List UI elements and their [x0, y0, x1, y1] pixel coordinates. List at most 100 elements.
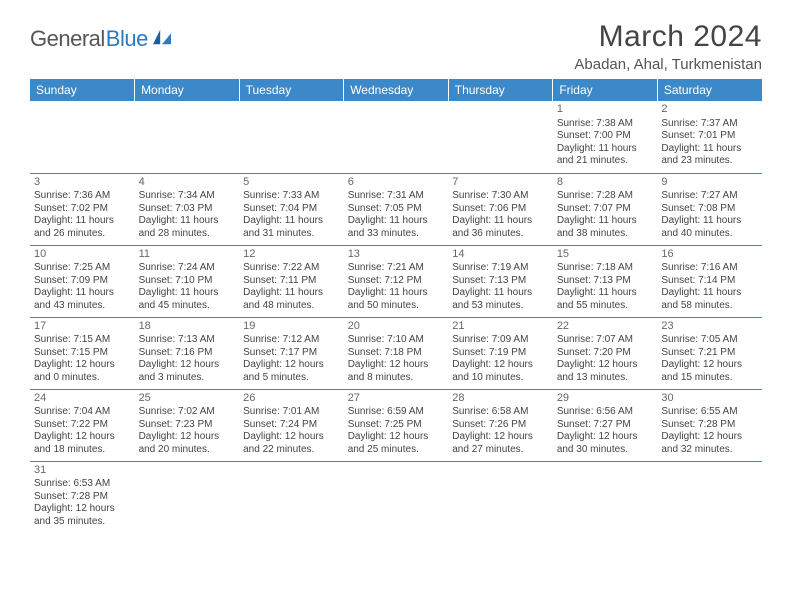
day-number: 14	[452, 248, 549, 262]
day-number: 18	[139, 320, 236, 334]
day-header: Tuesday	[239, 79, 344, 101]
calendar-empty	[344, 101, 449, 173]
calendar-day: 30Sunrise: 6:55 AMSunset: 7:28 PMDayligh…	[657, 389, 762, 461]
sunrise-text: Sunrise: 7:33 AM	[243, 190, 340, 203]
calendar-empty	[30, 101, 135, 173]
daylight-text: and 18 minutes.	[34, 444, 131, 457]
day-number: 25	[139, 392, 236, 406]
daylight-text: Daylight: 12 hours	[34, 431, 131, 444]
daylight-text: Daylight: 12 hours	[557, 431, 654, 444]
daylight-text: Daylight: 12 hours	[557, 359, 654, 372]
day-number: 8	[557, 176, 654, 190]
sunrise-text: Sunrise: 7:22 AM	[243, 262, 340, 275]
daylight-text: Daylight: 11 hours	[557, 215, 654, 228]
day-number: 3	[34, 176, 131, 190]
sunrise-text: Sunrise: 7:27 AM	[661, 190, 758, 203]
daylight-text: and 33 minutes.	[348, 228, 445, 241]
day-number: 11	[139, 248, 236, 262]
sunrise-text: Sunrise: 6:58 AM	[452, 406, 549, 419]
sunset-text: Sunset: 7:14 PM	[661, 275, 758, 288]
sunrise-text: Sunrise: 6:53 AM	[34, 478, 131, 491]
brand-part2: Blue	[106, 26, 148, 52]
calendar-day: 17Sunrise: 7:15 AMSunset: 7:15 PMDayligh…	[30, 317, 135, 389]
daylight-text: Daylight: 12 hours	[452, 359, 549, 372]
day-number: 23	[661, 320, 758, 334]
sunset-text: Sunset: 7:11 PM	[243, 275, 340, 288]
daylight-text: and 26 minutes.	[34, 228, 131, 241]
daylight-text: and 28 minutes.	[139, 228, 236, 241]
sunrise-text: Sunrise: 7:21 AM	[348, 262, 445, 275]
sunrise-text: Sunrise: 7:15 AM	[34, 334, 131, 347]
calendar-day: 28Sunrise: 6:58 AMSunset: 7:26 PMDayligh…	[448, 389, 553, 461]
daylight-text: Daylight: 11 hours	[34, 287, 131, 300]
sunset-text: Sunset: 7:13 PM	[452, 275, 549, 288]
sunrise-text: Sunrise: 7:04 AM	[34, 406, 131, 419]
calendar-day: 20Sunrise: 7:10 AMSunset: 7:18 PMDayligh…	[344, 317, 449, 389]
sunrise-text: Sunrise: 7:24 AM	[139, 262, 236, 275]
sunset-text: Sunset: 7:15 PM	[34, 347, 131, 360]
day-header: Saturday	[657, 79, 762, 101]
sunrise-text: Sunrise: 7:25 AM	[34, 262, 131, 275]
sunset-text: Sunset: 7:18 PM	[348, 347, 445, 360]
calendar-week: 31Sunrise: 6:53 AMSunset: 7:28 PMDayligh…	[30, 461, 762, 533]
daylight-text: Daylight: 12 hours	[661, 359, 758, 372]
day-number: 20	[348, 320, 445, 334]
day-number: 30	[661, 392, 758, 406]
calendar-day: 15Sunrise: 7:18 AMSunset: 7:13 PMDayligh…	[553, 245, 658, 317]
month-title: March 2024	[574, 20, 762, 54]
daylight-text: and 50 minutes.	[348, 300, 445, 313]
calendar-empty	[657, 461, 762, 533]
sunrise-text: Sunrise: 7:09 AM	[452, 334, 549, 347]
location-subtitle: Abadan, Ahal, Turkmenistan	[574, 56, 762, 73]
day-number: 16	[661, 248, 758, 262]
day-number: 31	[34, 464, 131, 478]
daylight-text: Daylight: 11 hours	[139, 287, 236, 300]
daylight-text: Daylight: 11 hours	[557, 143, 654, 156]
day-number: 26	[243, 392, 340, 406]
daylight-text: Daylight: 11 hours	[243, 287, 340, 300]
daylight-text: and 8 minutes.	[348, 372, 445, 385]
calendar-week: 24Sunrise: 7:04 AMSunset: 7:22 PMDayligh…	[30, 389, 762, 461]
sunset-text: Sunset: 7:17 PM	[243, 347, 340, 360]
sunrise-text: Sunrise: 6:55 AM	[661, 406, 758, 419]
sunrise-text: Sunrise: 7:05 AM	[661, 334, 758, 347]
header: GeneralBlue March 2024 Abadan, Ahal, Tur…	[30, 20, 762, 73]
calendar-day: 13Sunrise: 7:21 AMSunset: 7:12 PMDayligh…	[344, 245, 449, 317]
daylight-text: Daylight: 12 hours	[243, 359, 340, 372]
daylight-text: and 27 minutes.	[452, 444, 549, 457]
calendar-day: 6Sunrise: 7:31 AMSunset: 7:05 PMDaylight…	[344, 173, 449, 245]
calendar-day: 26Sunrise: 7:01 AMSunset: 7:24 PMDayligh…	[239, 389, 344, 461]
calendar-day: 7Sunrise: 7:30 AMSunset: 7:06 PMDaylight…	[448, 173, 553, 245]
daylight-text: Daylight: 11 hours	[661, 143, 758, 156]
daylight-text: Daylight: 12 hours	[348, 431, 445, 444]
sunset-text: Sunset: 7:28 PM	[661, 419, 758, 432]
sunrise-text: Sunrise: 6:56 AM	[557, 406, 654, 419]
calendar-day: 11Sunrise: 7:24 AMSunset: 7:10 PMDayligh…	[135, 245, 240, 317]
sunset-text: Sunset: 7:00 PM	[557, 130, 654, 143]
daylight-text: and 0 minutes.	[34, 372, 131, 385]
daylight-text: Daylight: 11 hours	[139, 215, 236, 228]
day-number: 19	[243, 320, 340, 334]
daylight-text: and 3 minutes.	[139, 372, 236, 385]
calendar-day: 8Sunrise: 7:28 AMSunset: 7:07 PMDaylight…	[553, 173, 658, 245]
daylight-text: Daylight: 12 hours	[452, 431, 549, 444]
daylight-text: and 13 minutes.	[557, 372, 654, 385]
day-number: 28	[452, 392, 549, 406]
calendar-day: 22Sunrise: 7:07 AMSunset: 7:20 PMDayligh…	[553, 317, 658, 389]
calendar-day: 3Sunrise: 7:36 AMSunset: 7:02 PMDaylight…	[30, 173, 135, 245]
calendar-day: 27Sunrise: 6:59 AMSunset: 7:25 PMDayligh…	[344, 389, 449, 461]
calendar-empty	[448, 461, 553, 533]
daylight-text: and 40 minutes.	[661, 228, 758, 241]
calendar-empty	[344, 461, 449, 533]
calendar-day: 4Sunrise: 7:34 AMSunset: 7:03 PMDaylight…	[135, 173, 240, 245]
daylight-text: and 15 minutes.	[661, 372, 758, 385]
daylight-text: and 48 minutes.	[243, 300, 340, 313]
daylight-text: Daylight: 12 hours	[139, 359, 236, 372]
day-number: 15	[557, 248, 654, 262]
daylight-text: and 20 minutes.	[139, 444, 236, 457]
calendar-body: 1Sunrise: 7:38 AMSunset: 7:00 PMDaylight…	[30, 101, 762, 533]
day-number: 27	[348, 392, 445, 406]
sunset-text: Sunset: 7:06 PM	[452, 203, 549, 216]
day-number: 24	[34, 392, 131, 406]
calendar-day: 24Sunrise: 7:04 AMSunset: 7:22 PMDayligh…	[30, 389, 135, 461]
